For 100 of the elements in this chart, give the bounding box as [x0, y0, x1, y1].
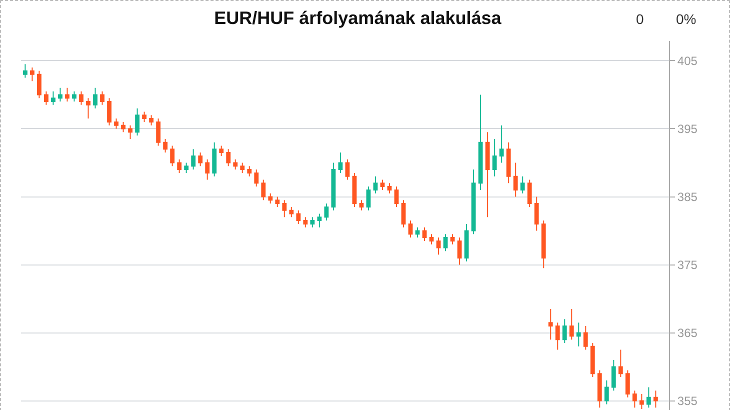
- candlestick: [121, 121, 126, 133]
- candlestick: [37, 70, 42, 99]
- candlestick: [191, 148, 196, 170]
- candlestick: [415, 226, 420, 238]
- y-tick-label: 365: [677, 326, 698, 340]
- candlestick: [22, 64, 28, 78]
- candlestick: [198, 152, 203, 167]
- candlestick: [86, 98, 90, 120]
- y-tick-label: 395: [677, 122, 698, 136]
- candlestick: [163, 138, 168, 154]
- candlestick: [401, 200, 406, 228]
- candlestick: [296, 210, 301, 224]
- candlestick: [422, 226, 427, 242]
- candlestick: [156, 118, 161, 146]
- candlestick: [618, 349, 623, 378]
- candlestick: [569, 308, 574, 340]
- candlestick: [597, 370, 602, 408]
- candlestick: [492, 138, 497, 177]
- candlestick: [457, 237, 462, 266]
- y-tick-label: 375: [677, 258, 698, 272]
- candlestick: [149, 114, 154, 126]
- candlestick: [590, 342, 595, 378]
- candlestick: [352, 172, 357, 208]
- candlestick: [135, 108, 140, 136]
- candlestick: [527, 179, 532, 208]
- candlestick: [338, 152, 343, 174]
- candlestick: [142, 111, 147, 122]
- candlestick: [653, 390, 658, 408]
- candlestick: [177, 158, 182, 174]
- candlestick: [513, 162, 518, 198]
- candlestick: [324, 203, 329, 222]
- candlestick: [345, 158, 350, 180]
- chart-title: EUR/HUF árfolyamának alakulása: [214, 8, 502, 28]
- candlestick: [611, 359, 616, 392]
- y-tick-label: 385: [677, 190, 698, 204]
- candlestick: [331, 162, 336, 211]
- candlestick: [639, 394, 644, 410]
- candlestick: [443, 234, 448, 252]
- candlestick: [184, 162, 189, 174]
- candlestick: [275, 196, 280, 208]
- candlestick: [282, 200, 287, 218]
- candlestick: [534, 196, 539, 232]
- candlestick: [303, 216, 308, 228]
- candlestick: [72, 90, 76, 102]
- candlestick: [30, 67, 34, 82]
- candlestick: [485, 132, 490, 218]
- candlestick: [359, 200, 364, 211]
- candlestick: [499, 124, 504, 164]
- candlestick: [373, 176, 378, 194]
- candlestick: [233, 158, 238, 170]
- candlestick: [464, 223, 469, 262]
- candlestick: [429, 234, 434, 245]
- candlestick: [646, 386, 651, 408]
- candlestick: [436, 237, 441, 256]
- candlestick: [604, 380, 609, 405]
- candlestick: [254, 169, 259, 188]
- candlestick: [247, 166, 252, 177]
- candlestick: [450, 234, 455, 245]
- candlestick: [289, 206, 294, 218]
- candlestick: [128, 124, 132, 140]
- candlestick: [261, 179, 266, 201]
- text: 0: [636, 11, 644, 27]
- candlestick: [520, 176, 525, 194]
- candlestick: [240, 162, 245, 174]
- candlestick: [226, 148, 231, 167]
- candlestick: [170, 145, 175, 167]
- candlestick: [380, 179, 385, 190]
- candlestick: [583, 325, 588, 350]
- candlestick: [310, 216, 315, 228]
- candlestick: [212, 142, 217, 177]
- candlestick: [44, 90, 48, 106]
- candlestick: [394, 186, 399, 208]
- candlestick: [51, 90, 56, 106]
- text: 0%: [676, 11, 696, 27]
- candlestick: [79, 90, 84, 106]
- candlestick: [93, 87, 98, 109]
- candlestick: [366, 186, 371, 211]
- candlestick: [114, 118, 118, 130]
- y-tick-label: 405: [677, 54, 698, 68]
- candlestick: [408, 220, 413, 238]
- candlestick: [387, 182, 392, 194]
- candlestick: [471, 169, 476, 235]
- candlestick: [562, 318, 567, 344]
- candlestick: [555, 322, 560, 350]
- candlestick: [58, 87, 62, 102]
- candlestick: [632, 390, 637, 408]
- candlestick: [205, 158, 210, 180]
- candlestick: [506, 142, 511, 184]
- y-tick-label: 355: [677, 394, 698, 408]
- candlestick: [100, 90, 104, 106]
- candlestick: [219, 145, 224, 156]
- candlestick: [65, 87, 70, 102]
- candlestick: [268, 192, 273, 204]
- candlestick: [548, 308, 553, 340]
- candlestick: [317, 213, 322, 228]
- candlestick: [576, 322, 581, 347]
- candlestick: [107, 98, 112, 126]
- candlestick: [625, 370, 630, 398]
- candlestick: [541, 220, 546, 269]
- candlestick: [478, 94, 483, 190]
